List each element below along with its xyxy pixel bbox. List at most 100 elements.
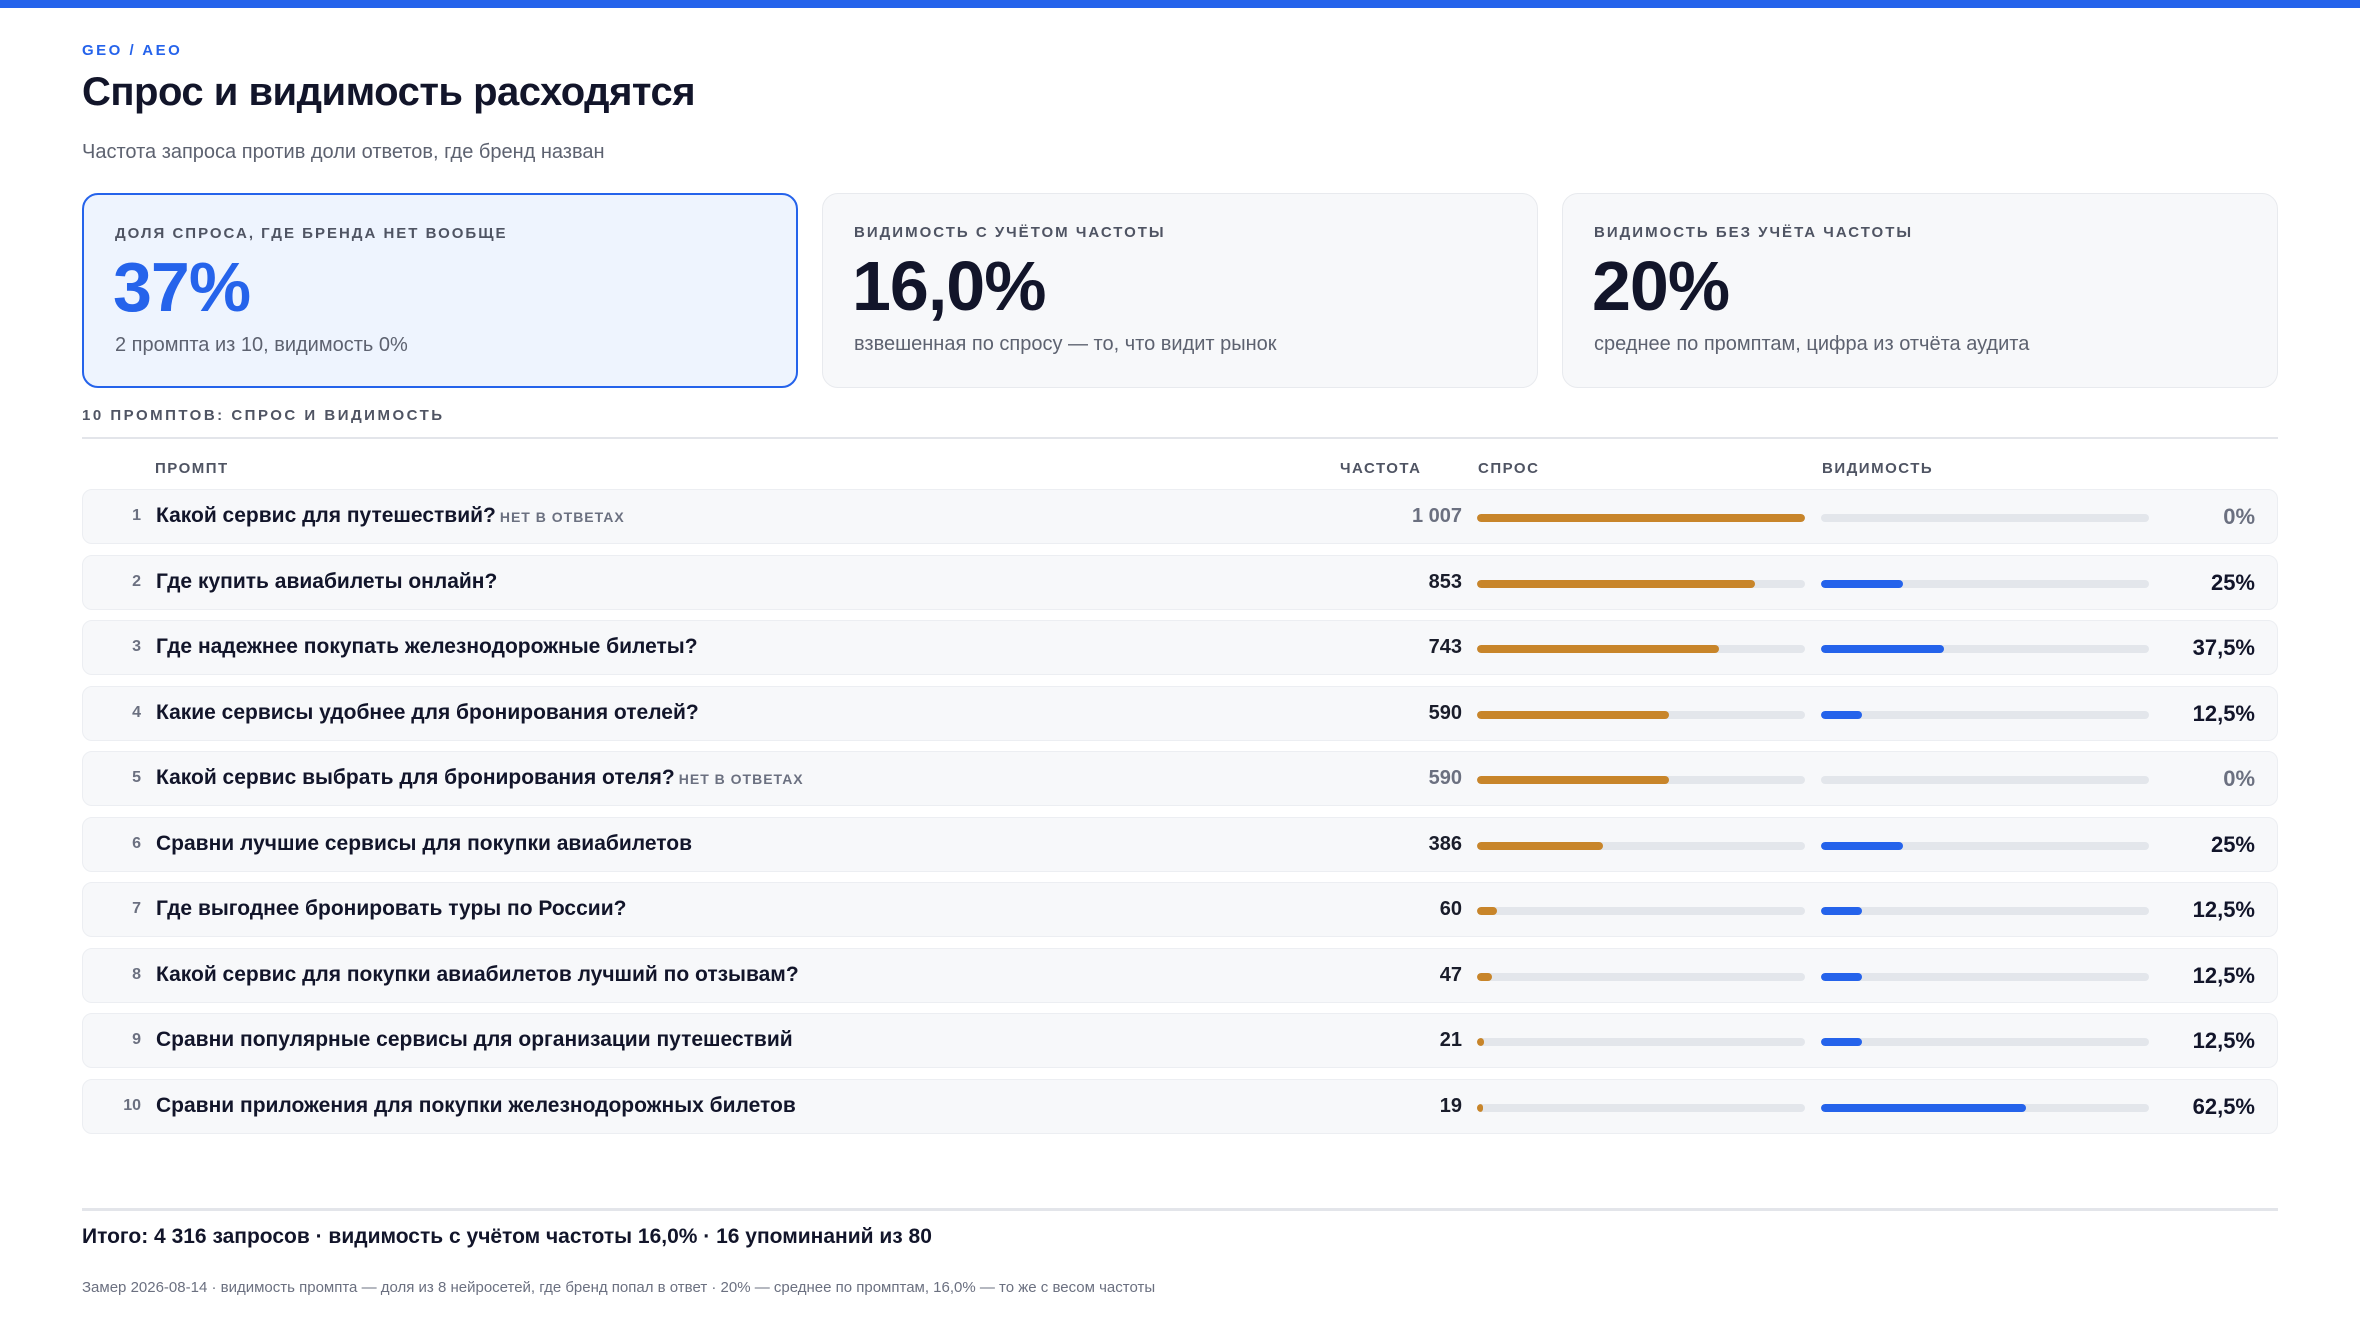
- visibility-bar-track: [1821, 776, 2149, 784]
- kpi-card-missing-demand: ДОЛЯ СПРОСА, ГДЕ БРЕНДА НЕТ ВООБЩЕ 37% 2…: [82, 193, 798, 388]
- demand-bar-track: [1477, 1103, 1805, 1112]
- table-row: 8 Какой сервис для покупки авиабилетов лу…: [82, 947, 2278, 1003]
- column-header-visibility: ВИДИМОСТЬ: [1822, 460, 1934, 477]
- table-row: 9 Сравни популярные сервисы для организац…: [82, 1013, 2278, 1068]
- visibility-bar-track: [1821, 841, 2149, 850]
- row-frequency: 386: [1428, 832, 1462, 855]
- kpi-note: взвешенная по спросу — то, что видит рын…: [854, 333, 1277, 355]
- demand-bar-track: [1477, 1038, 1805, 1046]
- row-visibility-value: 25%: [2210, 569, 2255, 595]
- row-prompt-cell: Какой сервис для покупки авиабилетов луч…: [156, 963, 799, 987]
- demand-bar: [1477, 972, 1493, 981]
- demand-bar: [1477, 907, 1497, 915]
- demand-bar: [1477, 841, 1603, 850]
- row-frequency: 590: [1428, 767, 1462, 789]
- footnote: Замер 2026-08-14 · видимость промпта — д…: [82, 1279, 1156, 1296]
- row-visibility-value: 0%: [2223, 766, 2255, 791]
- top-accent-bar: [0, 0, 2360, 8]
- demand-bar-track: [1477, 972, 1805, 981]
- row-number: 3: [132, 638, 141, 655]
- visibility-bar-track: [1821, 514, 2149, 522]
- row-prompt-cell: Какой сервис для путешествий? НЕТ В ОТВЕТ…: [156, 504, 625, 528]
- table-row: 3 Где надежнее покупать железнодорожные б…: [82, 620, 2278, 675]
- kpi-label: ВИДИМОСТЬ С УЧЁТОМ ЧАСТОТЫ: [854, 224, 1166, 241]
- row-prompt-text: Сравни приложения для покупки железнодор…: [156, 1093, 796, 1117]
- kpi-value: 20%: [1592, 247, 1730, 325]
- visibility-bar-track: [1821, 645, 2149, 653]
- kpi-card-unweighted-visibility: ВИДИМОСТЬ БЕЗ УЧЁТА ЧАСТОТЫ 20% среднее …: [1562, 193, 2278, 388]
- row-frequency: 853: [1428, 570, 1462, 593]
- demand-bar: [1477, 776, 1670, 784]
- row-prompt-cell: Где выгоднее бронировать туры по России?: [156, 897, 626, 921]
- kpi-card-weighted-visibility: ВИДИМОСТЬ С УЧЁТОМ ЧАСТОТЫ 16,0% взвешен…: [822, 193, 1538, 388]
- row-prompt-text: Какой сервис для путешествий?: [156, 504, 496, 527]
- kpi-note: 2 промпта из 10, видимость 0%: [115, 334, 408, 356]
- kpi-label: ДОЛЯ СПРОСА, ГДЕ БРЕНДА НЕТ ВООБЩЕ: [115, 225, 508, 242]
- kpi-value: 37%: [113, 248, 251, 326]
- table-row: 10 Сравни приложения для покупки железнод…: [82, 1078, 2278, 1134]
- row-number: 8: [132, 965, 141, 983]
- visibility-bar: [1821, 579, 1903, 588]
- visibility-bar: [1821, 1038, 1862, 1046]
- row-number: 9: [132, 1031, 141, 1048]
- row-prompt-text: Где надежнее покупать железнодорожные би…: [156, 635, 698, 658]
- row-prompt-cell: Какие сервисы удобнее для бронирования о…: [156, 701, 699, 725]
- demand-bar: [1477, 514, 1805, 522]
- section-label: 10 ПРОМПТОВ: СПРОС И ВИДИМОСТЬ: [82, 407, 445, 424]
- row-number: 4: [132, 703, 141, 721]
- row-visibility-value: 12,5%: [2192, 700, 2255, 726]
- visibility-bar-track: [1821, 710, 2149, 719]
- row-visibility-value: 37,5%: [2192, 635, 2255, 660]
- row-prompt-text: Где купить авиабилеты онлайн?: [156, 569, 498, 593]
- demand-bar: [1477, 1103, 1484, 1112]
- section-divider: [82, 437, 2278, 439]
- row-prompt-text: Какой сервис выбрать для бронирования от…: [156, 766, 675, 789]
- column-header-prompt: ПРОМПТ: [155, 460, 229, 477]
- row-prompt-cell: Какой сервис выбрать для бронирования от…: [156, 766, 804, 790]
- table-row: 7 Где выгоднее бронировать туры по России…: [82, 882, 2278, 937]
- table-row: 2 Где купить авиабилеты онлайн? 853 25%: [82, 554, 2278, 610]
- row-visibility-value: 12,5%: [2192, 962, 2255, 988]
- page-subtitle: Частота запроса против доли ответов, где…: [82, 141, 605, 163]
- row-frequency: 19: [1439, 1094, 1462, 1117]
- demand-bar-track: [1477, 514, 1805, 522]
- row-prompt-cell: Где купить авиабилеты онлайн?: [156, 570, 497, 594]
- table-row: 6 Сравни лучшие сервисы для покупки авиаб…: [82, 816, 2278, 872]
- row-prompt-cell: Сравни популярные сервисы для организаци…: [156, 1028, 793, 1052]
- visibility-bar-track: [1821, 1038, 2149, 1046]
- demand-bar: [1477, 579, 1755, 588]
- page-title: Спрос и видимость расходятся: [82, 70, 696, 114]
- eyebrow: GEO / AEO: [82, 42, 183, 59]
- demand-bar-track: [1477, 645, 1805, 653]
- bottom-divider: [82, 1208, 2278, 1211]
- not-in-answers-badge: НЕТ В ОТВЕТАХ: [499, 509, 625, 525]
- column-header-frequency: ЧАСТОТА: [1340, 460, 1422, 477]
- demand-bar: [1477, 645, 1719, 653]
- visibility-bar: [1821, 645, 1944, 653]
- demand-bar: [1477, 710, 1670, 719]
- visibility-bar-track: [1821, 907, 2149, 915]
- row-frequency: 60: [1439, 898, 1462, 920]
- row-prompt-text: Сравни лучшие сервисы для покупки авиаби…: [156, 831, 692, 855]
- row-number: 5: [132, 769, 141, 786]
- row-prompt-cell: Где надежнее покупать железнодорожные би…: [156, 635, 698, 659]
- table-row: 1 Какой сервис для путешествий? НЕТ В ОТВЕ…: [82, 489, 2278, 544]
- visibility-bar-track: [1821, 972, 2149, 981]
- demand-bar-track: [1477, 841, 1805, 850]
- visibility-bar: [1821, 710, 1862, 719]
- row-frequency: 47: [1439, 963, 1462, 986]
- row-visibility-value: 0%: [2223, 504, 2255, 529]
- row-number: 1: [132, 507, 141, 524]
- visibility-bar-track: [1821, 1103, 2149, 1112]
- row-prompt-text: Где выгоднее бронировать туры по России?: [156, 897, 627, 920]
- demand-bar: [1477, 1038, 1484, 1046]
- visibility-bar-track: [1821, 579, 2149, 588]
- demand-bar-track: [1477, 907, 1805, 915]
- row-number: 10: [123, 1096, 141, 1114]
- table-row: 4 Какие сервисы удобнее для бронирования …: [82, 685, 2278, 741]
- demand-bar-track: [1477, 710, 1805, 719]
- kpi-label: ВИДИМОСТЬ БЕЗ УЧЁТА ЧАСТОТЫ: [1594, 224, 1914, 241]
- row-prompt-text: Сравни популярные сервисы для организаци…: [156, 1028, 793, 1051]
- visibility-bar: [1821, 907, 1862, 915]
- row-visibility-value: 12,5%: [2192, 1028, 2255, 1053]
